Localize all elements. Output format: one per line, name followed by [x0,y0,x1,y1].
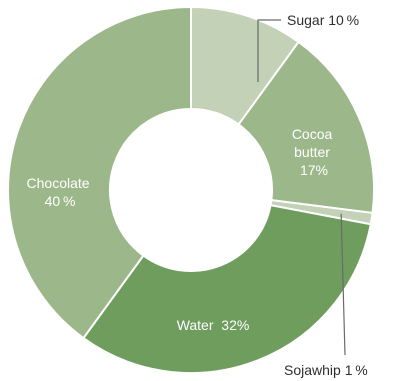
label-cocoa-line1: Cocoa [292,126,333,142]
label-chocolate: Chocolate 40 % [27,175,94,209]
slice-labels: Sugar 10 % Cocoa butter 17% Sojawhip 1 %… [27,12,368,378]
slice-water [82,204,372,374]
label-cocoa-butter: Cocoa butter 17% [292,126,336,178]
label-chocolate-line2: 40 % [45,193,76,209]
slice-chocolate [7,5,192,340]
donut-slices [7,5,375,374]
leader-sugar [257,19,281,82]
label-water: Water 32% [177,317,250,333]
label-chocolate-line1: Chocolate [27,175,90,191]
leader-sojawhip [340,213,346,356]
label-cocoa-line2: butter [294,144,330,160]
label-cocoa-line3: 17% [300,162,328,178]
label-sugar: Sugar 10 % [287,12,359,28]
leader-lines [257,19,346,356]
slice-cocoa-butter [237,40,375,215]
label-sojawhip: Sojawhip 1 % [284,362,368,378]
